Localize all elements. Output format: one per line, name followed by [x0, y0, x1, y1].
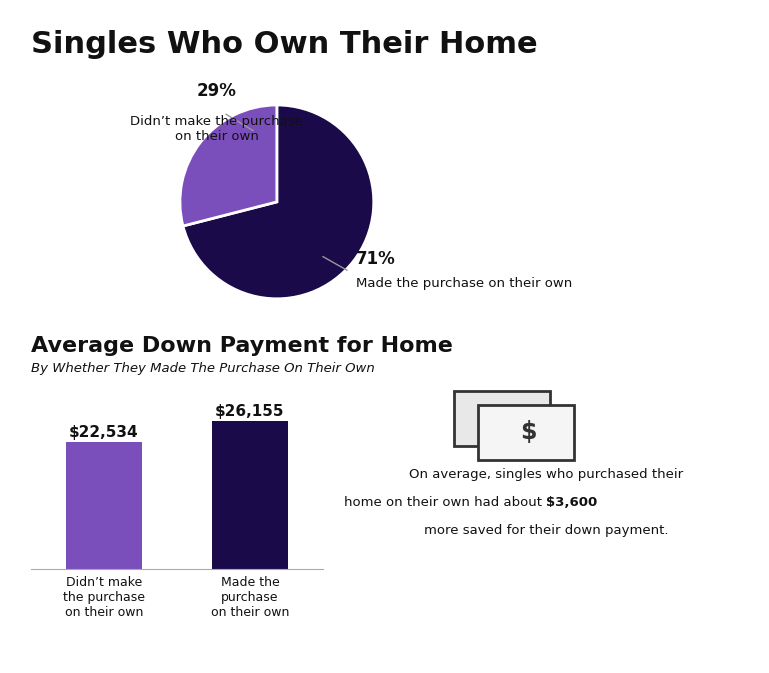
Text: 71%: 71% — [356, 250, 396, 268]
Text: Source:: Source: — [23, 627, 76, 639]
Wedge shape — [183, 105, 374, 299]
Text: Survey of 1,047 people in the U.S.: Survey of 1,047 people in the U.S. — [88, 627, 307, 639]
Text: On average, singles who purchased their: On average, singles who purchased their — [409, 468, 683, 481]
Text: $26,155: $26,155 — [215, 404, 285, 419]
Text: $: $ — [520, 421, 536, 444]
Text: $22,534: $22,534 — [69, 425, 138, 440]
Text: more saved for their down payment.: more saved for their down payment. — [424, 524, 668, 537]
FancyBboxPatch shape — [478, 405, 574, 460]
FancyBboxPatch shape — [454, 391, 550, 446]
Text: Didn’t make the purchase
on their own: Didn’t make the purchase on their own — [130, 114, 303, 143]
Text: ROCKET: ROCKET — [657, 611, 738, 629]
Wedge shape — [180, 105, 277, 226]
Text: Singles Who Own Their Home: Singles Who Own Their Home — [31, 30, 538, 59]
Bar — [66, 441, 141, 569]
Text: Made the purchase on their own: Made the purchase on their own — [356, 277, 573, 291]
Text: home on their own had about: home on their own had about — [344, 496, 546, 509]
Text: 29%: 29% — [197, 82, 237, 100]
Text: $3,600: $3,600 — [546, 496, 598, 509]
Text: Homes: Homes — [685, 642, 738, 658]
Text: Average Down Payment for Home: Average Down Payment for Home — [31, 336, 453, 357]
Text: By Whether They Made The Purchase On Their Own: By Whether They Made The Purchase On The… — [31, 362, 375, 375]
Bar — [212, 421, 288, 569]
